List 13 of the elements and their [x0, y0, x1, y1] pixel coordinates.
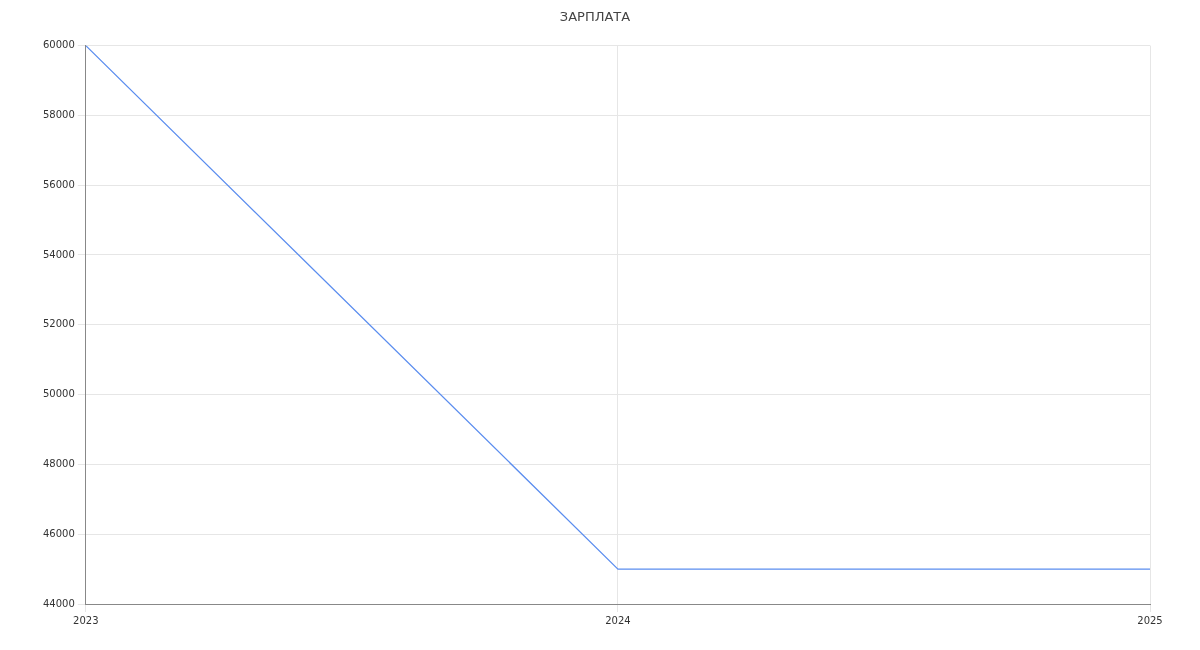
- y-tick-label: 46000: [43, 527, 75, 539]
- y-tick-label: 56000: [43, 178, 75, 190]
- y-tick-label: 44000: [43, 597, 75, 609]
- y-tick-label: 60000: [43, 39, 75, 51]
- y-tick-label: 54000: [43, 248, 75, 260]
- y-tick-label: 48000: [43, 457, 75, 469]
- x-tick-label: 2023: [73, 614, 99, 626]
- y-tick-label: 52000: [43, 318, 75, 330]
- y-tick-label: 58000: [43, 108, 75, 120]
- x-tick-label: 2025: [1137, 614, 1163, 626]
- y-tick-label: 50000: [43, 388, 75, 400]
- x-tick-label: 2024: [605, 614, 631, 626]
- chart-title: ЗАРПЛАТА: [559, 9, 631, 25]
